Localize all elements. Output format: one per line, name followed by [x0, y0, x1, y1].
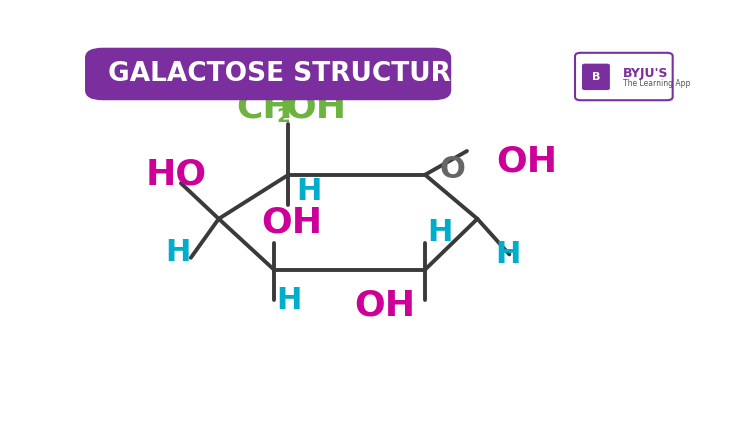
FancyBboxPatch shape [575, 53, 673, 100]
Text: BYJU'S: BYJU'S [622, 66, 668, 80]
Text: GALACTOSE STRUCTURE: GALACTOSE STRUCTURE [108, 61, 470, 87]
Text: 2: 2 [277, 107, 291, 126]
Text: OH: OH [496, 144, 558, 178]
Text: H: H [276, 286, 302, 315]
FancyBboxPatch shape [85, 48, 452, 100]
Text: CH: CH [236, 90, 293, 124]
Text: H: H [427, 218, 452, 247]
Text: H: H [296, 177, 322, 206]
FancyBboxPatch shape [582, 64, 610, 90]
Text: H: H [165, 238, 190, 267]
Text: OH: OH [354, 288, 415, 322]
Text: B: B [592, 72, 600, 82]
Text: OH: OH [261, 205, 322, 239]
Text: OH: OH [286, 90, 346, 124]
Text: The Learning App: The Learning App [622, 80, 690, 88]
Text: HO: HO [146, 158, 207, 192]
Text: H: H [495, 240, 520, 269]
Text: O: O [440, 154, 465, 183]
